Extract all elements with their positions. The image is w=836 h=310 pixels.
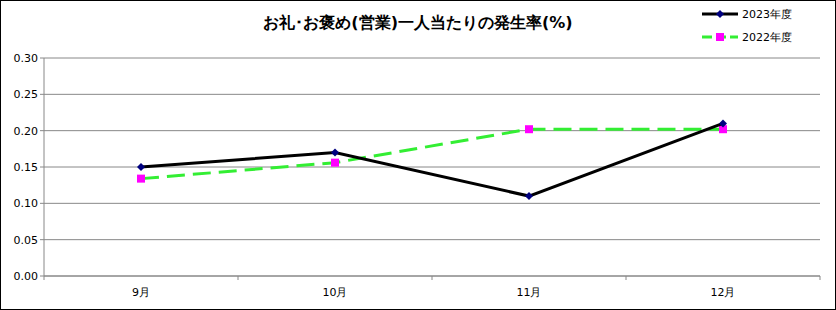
data-point — [137, 163, 145, 171]
frame — [1, 1, 836, 310]
x-tick — [626, 276, 627, 280]
grid-line — [44, 203, 820, 204]
data-point — [331, 159, 339, 167]
tick — [40, 276, 44, 277]
tick-label: 0.10 — [14, 197, 39, 210]
grid-line — [44, 94, 820, 95]
title: お礼･お褒め(営業)一人当たりの発生率(%) — [263, 13, 572, 32]
tick-label: 0.05 — [14, 234, 39, 247]
series-line — [141, 123, 723, 196]
grid-line — [44, 239, 820, 240]
category-label: 11月 — [517, 286, 542, 299]
series-line — [141, 129, 723, 178]
tick-label: 0.25 — [14, 88, 39, 101]
legend-marker — [716, 33, 724, 41]
data-point — [719, 119, 727, 127]
tick-label: 0.00 — [14, 270, 39, 283]
tick-label: 0.30 — [14, 52, 39, 65]
tick — [40, 130, 44, 131]
y-axis — [44, 58, 45, 276]
data-point — [525, 192, 533, 200]
legend-label: 2022年度 — [742, 31, 792, 44]
data-point — [331, 148, 339, 156]
tick-label: 0.15 — [14, 161, 39, 174]
data-point — [525, 125, 533, 133]
category-label: 10月 — [323, 286, 348, 299]
legend-marker — [716, 10, 724, 18]
grid-line — [44, 58, 820, 59]
tick — [40, 58, 44, 59]
chart: お礼･お褒め(営業)一人当たりの発生率(%) 0.00 0.05 0.10 0.15 0.… — [0, 0, 836, 310]
data-point — [137, 175, 145, 183]
category-label: 12月 — [711, 286, 736, 299]
tick — [40, 167, 44, 168]
legend: 2023年度 2022年度 — [702, 8, 792, 44]
tick-label: 0.20 — [14, 125, 39, 138]
tick — [40, 239, 44, 240]
tick — [40, 203, 44, 204]
legend-label: 2023年度 — [742, 8, 792, 21]
x-tick — [238, 276, 239, 280]
x-tick — [432, 276, 433, 280]
x-tick — [44, 276, 45, 280]
tick — [40, 94, 44, 95]
category-label: 9月 — [132, 286, 150, 299]
x-tick — [820, 276, 821, 280]
plot-area — [137, 119, 727, 200]
